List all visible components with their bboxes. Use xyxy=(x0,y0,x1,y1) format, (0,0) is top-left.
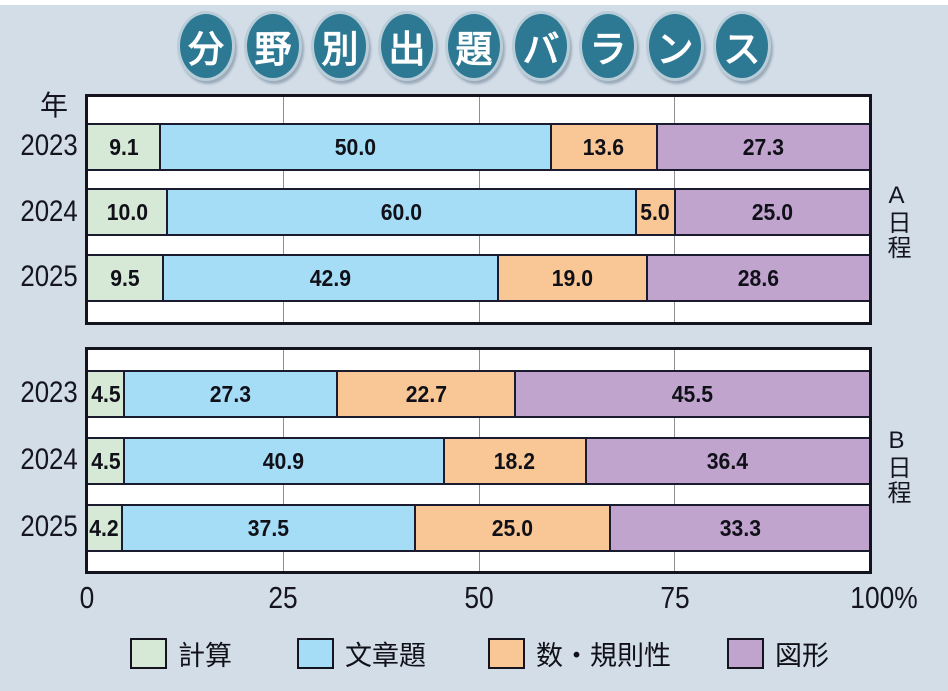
segment-計算: 10.0 xyxy=(88,190,167,234)
segment-文章題: 60.0 xyxy=(166,190,635,234)
legend-item-文章題: 文章題 xyxy=(297,634,426,673)
segment-value: 4.5 xyxy=(90,447,121,474)
year-label-B日程-2023: 2023 xyxy=(20,376,78,409)
x-tick-0: 0 xyxy=(79,580,95,615)
year-axis-unit-label: 年 xyxy=(40,90,69,121)
page-title: 分野別出題バランス xyxy=(177,11,771,81)
year-label-A日程-2023: 2023 xyxy=(20,129,78,162)
segment-計算: 4.5 xyxy=(88,372,124,416)
legend-swatch xyxy=(488,638,525,669)
segment-計算: 4.2 xyxy=(88,506,121,550)
segment-value: 27.3 xyxy=(742,133,784,160)
chart-b-schedule: 4.5 27.3 22.7 45.5 4.5 40.9 18.2 36.4 4.2 37.5 25.… xyxy=(85,347,872,574)
group-label-b-nittei: B日程 xyxy=(883,427,910,505)
legend-label: 計算 xyxy=(178,641,232,671)
segment-value: 45.5 xyxy=(671,380,713,407)
segment-計算: 9.1 xyxy=(88,125,160,169)
segment-value: 9.1 xyxy=(108,133,139,160)
segment-value: 18.2 xyxy=(494,447,536,474)
segment-value: 13.6 xyxy=(583,133,625,160)
segment-value: 19.0 xyxy=(551,264,594,291)
segment-図形: 45.5 xyxy=(513,372,869,416)
legend-label: 図形 xyxy=(775,641,829,671)
segment-value: 42.9 xyxy=(310,264,352,291)
segment-図形: 28.6 xyxy=(645,256,869,300)
legend-item-計算: 計算 xyxy=(130,634,232,673)
segment-value: 50.0 xyxy=(334,133,376,160)
segment-文章題: 40.9 xyxy=(123,439,443,483)
segment-value: 10.0 xyxy=(106,198,148,225)
year-label-A日程-2024: 2024 xyxy=(20,195,78,228)
segment-数・規則性: 25.0 xyxy=(413,506,609,550)
bar-row-A日程-2023: 9.1 50.0 13.6 27.3 xyxy=(88,123,869,171)
legend-swatch xyxy=(130,638,167,669)
bar-row-B日程-2025: 4.2 37.5 25.0 33.3 xyxy=(88,504,869,552)
segment-図形: 27.3 xyxy=(655,125,869,169)
segment-value: 60.0 xyxy=(380,198,422,225)
segment-value: 4.5 xyxy=(90,380,121,407)
segment-数・規則性: 5.0 xyxy=(634,190,674,234)
segment-value: 5.0 xyxy=(640,198,670,225)
segment-図形: 25.0 xyxy=(673,190,869,234)
legend-swatch xyxy=(727,638,764,669)
segment-数・規則性: 18.2 xyxy=(442,439,585,483)
segment-value: 36.4 xyxy=(707,447,749,474)
segment-value: 4.2 xyxy=(89,514,120,541)
segment-value: 27.3 xyxy=(210,380,252,407)
segment-数・規則性: 19.0 xyxy=(497,256,646,300)
segment-文章題: 37.5 xyxy=(120,506,414,550)
title-badge: 分 xyxy=(177,11,235,81)
title-badge: 別 xyxy=(311,11,369,81)
x-tick-75: 75 xyxy=(660,580,690,615)
title-badge: ス xyxy=(713,11,771,81)
segment-計算: 9.5 xyxy=(88,256,163,300)
bar-row-B日程-2023: 4.5 27.3 22.7 45.5 xyxy=(88,370,869,418)
bar-row-A日程-2025: 9.5 42.9 19.0 28.6 xyxy=(88,254,869,302)
segment-文章題: 42.9 xyxy=(162,256,498,300)
title-badge: ラ xyxy=(579,11,637,81)
x-tick-25: 25 xyxy=(268,580,298,615)
segment-value: 9.5 xyxy=(110,264,140,291)
year-label-A日程-2025: 2025 xyxy=(20,260,78,293)
legend-label: 数・規則性 xyxy=(536,641,671,671)
year-label-B日程-2024: 2024 xyxy=(20,443,78,476)
top-white-strip xyxy=(0,0,948,5)
legend-label: 文章題 xyxy=(345,641,426,671)
segment-value: 22.7 xyxy=(405,380,447,407)
bar-row-A日程-2024: 10.0 60.0 5.0 25.0 xyxy=(88,188,869,236)
chart-a-schedule: 9.1 50.0 13.6 27.3 10.0 60.0 5.0 25.0 9.5 42.9 19.… xyxy=(85,94,872,325)
segment-文章題: 27.3 xyxy=(123,372,337,416)
legend-item-数・規則性: 数・規則性 xyxy=(488,634,671,673)
title-badge: 野 xyxy=(244,11,302,81)
segment-value: 25.0 xyxy=(751,198,793,225)
x-tick-100%: 100% xyxy=(850,580,918,615)
segment-value: 25.0 xyxy=(491,514,533,541)
title-badge: 出 xyxy=(378,11,436,81)
x-tick-50: 50 xyxy=(464,580,494,615)
segment-数・規則性: 22.7 xyxy=(336,372,514,416)
bar-row-B日程-2024: 4.5 40.9 18.2 36.4 xyxy=(88,437,869,485)
segment-数・規則性: 13.6 xyxy=(549,125,656,169)
group-label-a-nittei: A日程 xyxy=(883,182,910,260)
title-badge: バ xyxy=(512,11,570,81)
segment-図形: 33.3 xyxy=(608,506,869,550)
segment-value: 28.6 xyxy=(737,264,779,291)
title-badge: 題 xyxy=(445,11,503,81)
legend-swatch xyxy=(297,638,334,669)
segment-value: 33.3 xyxy=(719,514,761,541)
segment-計算: 4.5 xyxy=(88,439,124,483)
legend-item-図形: 図形 xyxy=(727,634,829,673)
segment-文章題: 50.0 xyxy=(159,125,550,169)
segment-図形: 36.4 xyxy=(584,439,869,483)
title-badge: ン xyxy=(646,11,704,81)
segment-value: 37.5 xyxy=(247,514,289,541)
year-label-B日程-2025: 2025 xyxy=(20,510,78,543)
segment-value: 40.9 xyxy=(263,447,305,474)
